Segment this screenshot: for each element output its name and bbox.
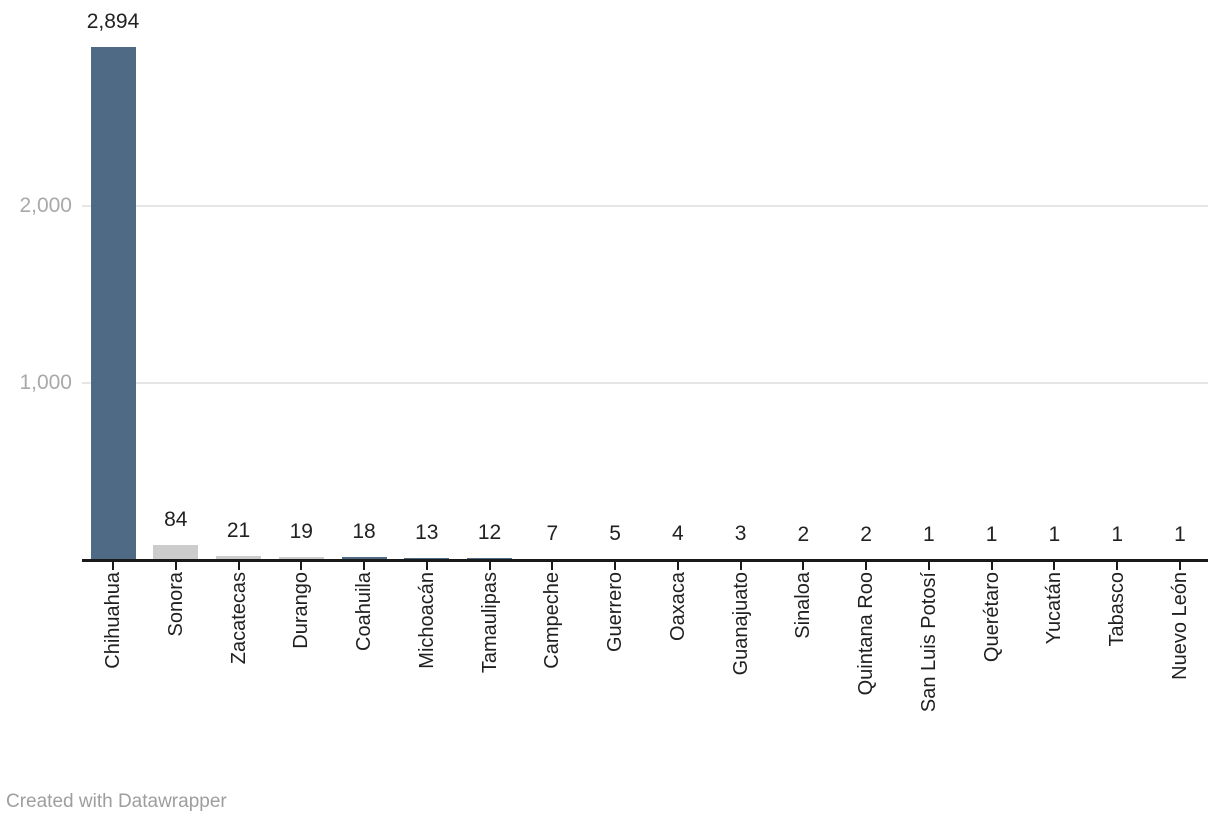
- bar-value-label: 2,894: [86, 10, 140, 34]
- bar-value-label: 5: [609, 522, 621, 546]
- bar-value-label: 21: [226, 519, 251, 543]
- x-axis-category-label: Durango: [290, 572, 313, 649]
- gridline: [82, 204, 1208, 207]
- axis-tick: [990, 561, 993, 570]
- axis-tick: [174, 561, 177, 570]
- x-axis-line: [82, 559, 1208, 562]
- x-axis-category-label: Sonora: [164, 572, 187, 637]
- x-axis-category-label: Chihuahua: [102, 572, 124, 669]
- bar-value-label: 84: [164, 508, 188, 532]
- x-axis-category-label: Michoacán: [415, 572, 438, 669]
- bar-value-label: 2: [797, 522, 810, 546]
- bar: [404, 557, 450, 560]
- bar-value-label: 7: [546, 521, 559, 545]
- axis-tick: [865, 561, 868, 570]
- x-axis-category-label: Guanajuato: [729, 572, 752, 676]
- x-axis-category-label: Querétaro: [980, 572, 1003, 663]
- bar-value-label: 13: [415, 520, 439, 544]
- axis-tick: [300, 561, 303, 570]
- bar-value-label: 1: [985, 522, 998, 546]
- attribution-link[interactable]: Created with Datawrapper: [6, 791, 227, 812]
- axis-tick: [927, 561, 930, 570]
- axis-tick: [1116, 561, 1119, 570]
- axis-tick: [1053, 561, 1056, 570]
- x-axis-category-label: San Luis Potosí: [917, 572, 940, 713]
- x-axis-category-label: Sinaloa: [792, 572, 815, 639]
- x-axis-category-label: Quintana Roo: [855, 572, 878, 696]
- bar: [278, 556, 324, 560]
- bar: [341, 556, 387, 560]
- bar-value-label: 1: [1174, 522, 1186, 546]
- bar-value-label: 19: [289, 519, 313, 543]
- axis-tick: [614, 561, 617, 570]
- axis-tick: [676, 561, 679, 570]
- axis-tick: [237, 561, 240, 570]
- x-axis-category-label: Yucatán: [1043, 572, 1066, 645]
- axis-tick: [425, 561, 428, 570]
- gridline: [82, 381, 1208, 384]
- x-axis-category-label: Tabasco: [1106, 572, 1129, 647]
- bar: [467, 557, 513, 560]
- x-axis-category-label: Tamaulipas: [478, 572, 501, 674]
- bar: [90, 47, 136, 560]
- bar-value-label: 12: [477, 520, 502, 544]
- x-axis-category-label: Oaxaca: [666, 572, 689, 641]
- axis-tick: [802, 561, 805, 570]
- bar-value-label: 1: [1111, 522, 1123, 546]
- bar: [153, 545, 199, 560]
- bar-value-label: 2: [860, 522, 872, 546]
- x-axis-category-label: Zacatecas: [227, 572, 250, 665]
- axis-tick: [488, 561, 491, 570]
- y-axis-tick-label: 1,000: [19, 370, 72, 394]
- axis-tick: [739, 561, 742, 570]
- axis-tick: [363, 561, 366, 570]
- axis-tick: [551, 561, 554, 570]
- bar-value-label: 3: [734, 522, 747, 546]
- x-axis-category-label: Coahuila: [353, 572, 376, 651]
- x-axis-category-label: Campeche: [541, 572, 564, 669]
- bar-value-label: 1: [923, 522, 935, 546]
- x-axis-category-label: Nuevo León: [1168, 572, 1191, 680]
- axis-tick: [1178, 561, 1181, 570]
- bar-value-label: 18: [352, 519, 376, 543]
- axis-tick: [112, 561, 114, 570]
- y-axis-tick-label: 2,000: [19, 193, 72, 217]
- x-axis-category-label: Guerrero: [604, 572, 627, 653]
- bar-value-label: 4: [671, 522, 684, 546]
- bar: [216, 556, 262, 560]
- bar-value-label: 1: [1048, 522, 1061, 546]
